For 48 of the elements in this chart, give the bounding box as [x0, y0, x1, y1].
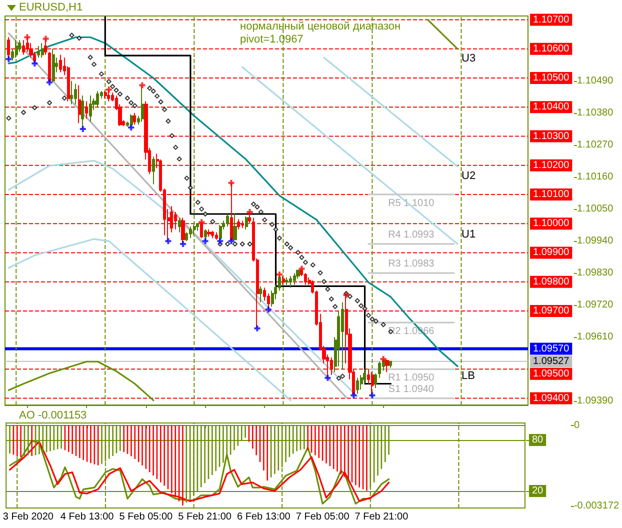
y2-tick-label: 20	[532, 486, 544, 496]
y2-tick-label: 80	[532, 434, 544, 446]
series-label: R4 1.0993	[388, 229, 435, 240]
x-tick-label: 4 Feb 13:00	[60, 512, 114, 522]
annotation: LB	[462, 370, 475, 382]
annotation: U3	[462, 52, 476, 64]
x-tick-label: 5 Feb 05:00	[119, 512, 174, 522]
ref-line-label: 1.10500	[533, 72, 570, 84]
ref-line-label: 1.10100	[533, 188, 570, 200]
x-tick-label: 7 Feb 21:00	[354, 512, 409, 522]
y-tick-label: 1.09940	[577, 236, 614, 247]
y-tick-label: 1.09830	[577, 268, 614, 279]
ref-line-label: 1.09400	[533, 392, 570, 404]
y-tick-label: 1.10490	[577, 75, 614, 86]
chart-title: AO -0.001153	[19, 410, 87, 422]
y-tick-label: 1.10050	[577, 204, 614, 215]
annotation: U2	[462, 170, 476, 182]
ref-line-label: 1.10200	[533, 160, 570, 171]
ref-line-label: 1.09570	[533, 343, 570, 354]
x-tick-label: 5 Feb 21:00	[178, 512, 232, 522]
y-tick-label: 1.10270	[577, 139, 614, 150]
ref-line-label: 1.09500	[533, 368, 570, 380]
ref-line-label: 1.10600	[533, 43, 570, 54]
y-tick-label: 0	[574, 420, 580, 432]
y-tick-label: 1.10380	[577, 107, 614, 118]
chart-title: EURUSD,H1	[19, 2, 83, 14]
ref-line-label: 1.10400	[533, 102, 570, 113]
ref-line-label: 1.10700	[533, 14, 570, 26]
y-tick-label: -0.003172	[574, 500, 620, 512]
ref-line-label: 1.09700	[533, 305, 570, 316]
ref-line-label: 1.09900	[533, 247, 570, 258]
series-label: R1 1.0950	[388, 372, 435, 384]
x-tick-label: 6 Feb 13:00	[236, 512, 291, 522]
x-tick-label: 3 Feb 2020	[2, 512, 54, 522]
ref-line-label: 1.09527	[533, 356, 570, 367]
y-tick-label: 1.10160	[577, 172, 614, 183]
series-label: R3 1.0983	[388, 258, 435, 270]
series-label: S1 1.0940	[388, 384, 434, 395]
x-tick-label: 7 Feb 05:00	[296, 512, 350, 522]
ref-line-label: 1.10000	[533, 218, 570, 230]
annotation: U1	[462, 228, 476, 240]
ref-line-label: 1.10300	[533, 130, 570, 142]
annotation: pivot=1.0967	[240, 34, 304, 46]
y-tick-label: 1.09390	[577, 396, 614, 407]
annotation: нормальный ценовой диапазон	[240, 20, 401, 32]
ref-line-label: 1.09800	[533, 276, 570, 288]
y-tick-label: 1.09720	[577, 300, 614, 311]
y-tick-label: 1.09610	[577, 332, 614, 343]
